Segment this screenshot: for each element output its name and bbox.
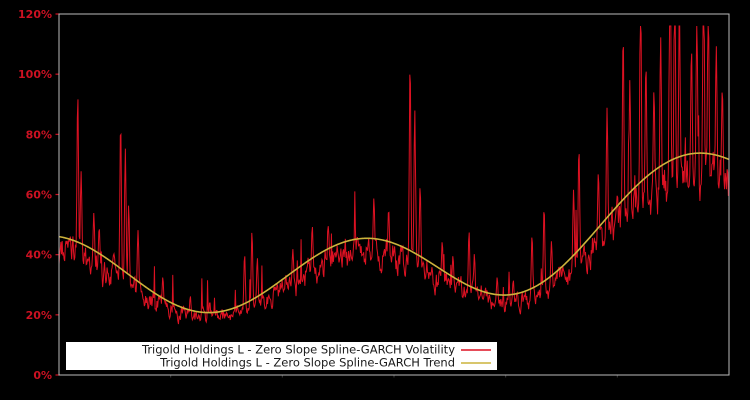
legend-label-trend: Trigold Holdings L - Zero Slope Spline-G… bbox=[159, 356, 455, 370]
y-tick-label: 60% bbox=[26, 189, 52, 202]
volatility-line bbox=[58, 25, 730, 325]
plot-border bbox=[58, 13, 730, 376]
y-tick-label: 40% bbox=[26, 249, 52, 262]
chart-legend[interactable]: Trigold Holdings L - Zero Slope Spline-G… bbox=[66, 342, 497, 370]
trend-line bbox=[58, 152, 730, 314]
y-tick-label: 80% bbox=[26, 128, 52, 141]
y-tick-label: 0% bbox=[33, 369, 52, 382]
legend-background bbox=[66, 342, 497, 370]
y-tick-label: 100% bbox=[18, 68, 52, 81]
axes-spines bbox=[58, 13, 730, 376]
data-series-layer bbox=[58, 25, 730, 325]
legend-label-volatility: Trigold Holdings L - Zero Slope Spline-G… bbox=[141, 343, 455, 357]
y-tick-label: 20% bbox=[26, 309, 52, 322]
y-tick-label: 120% bbox=[18, 8, 52, 21]
y-axis-ticks: 0% 20% 40% 60% 80% 100% 120% bbox=[18, 8, 59, 382]
